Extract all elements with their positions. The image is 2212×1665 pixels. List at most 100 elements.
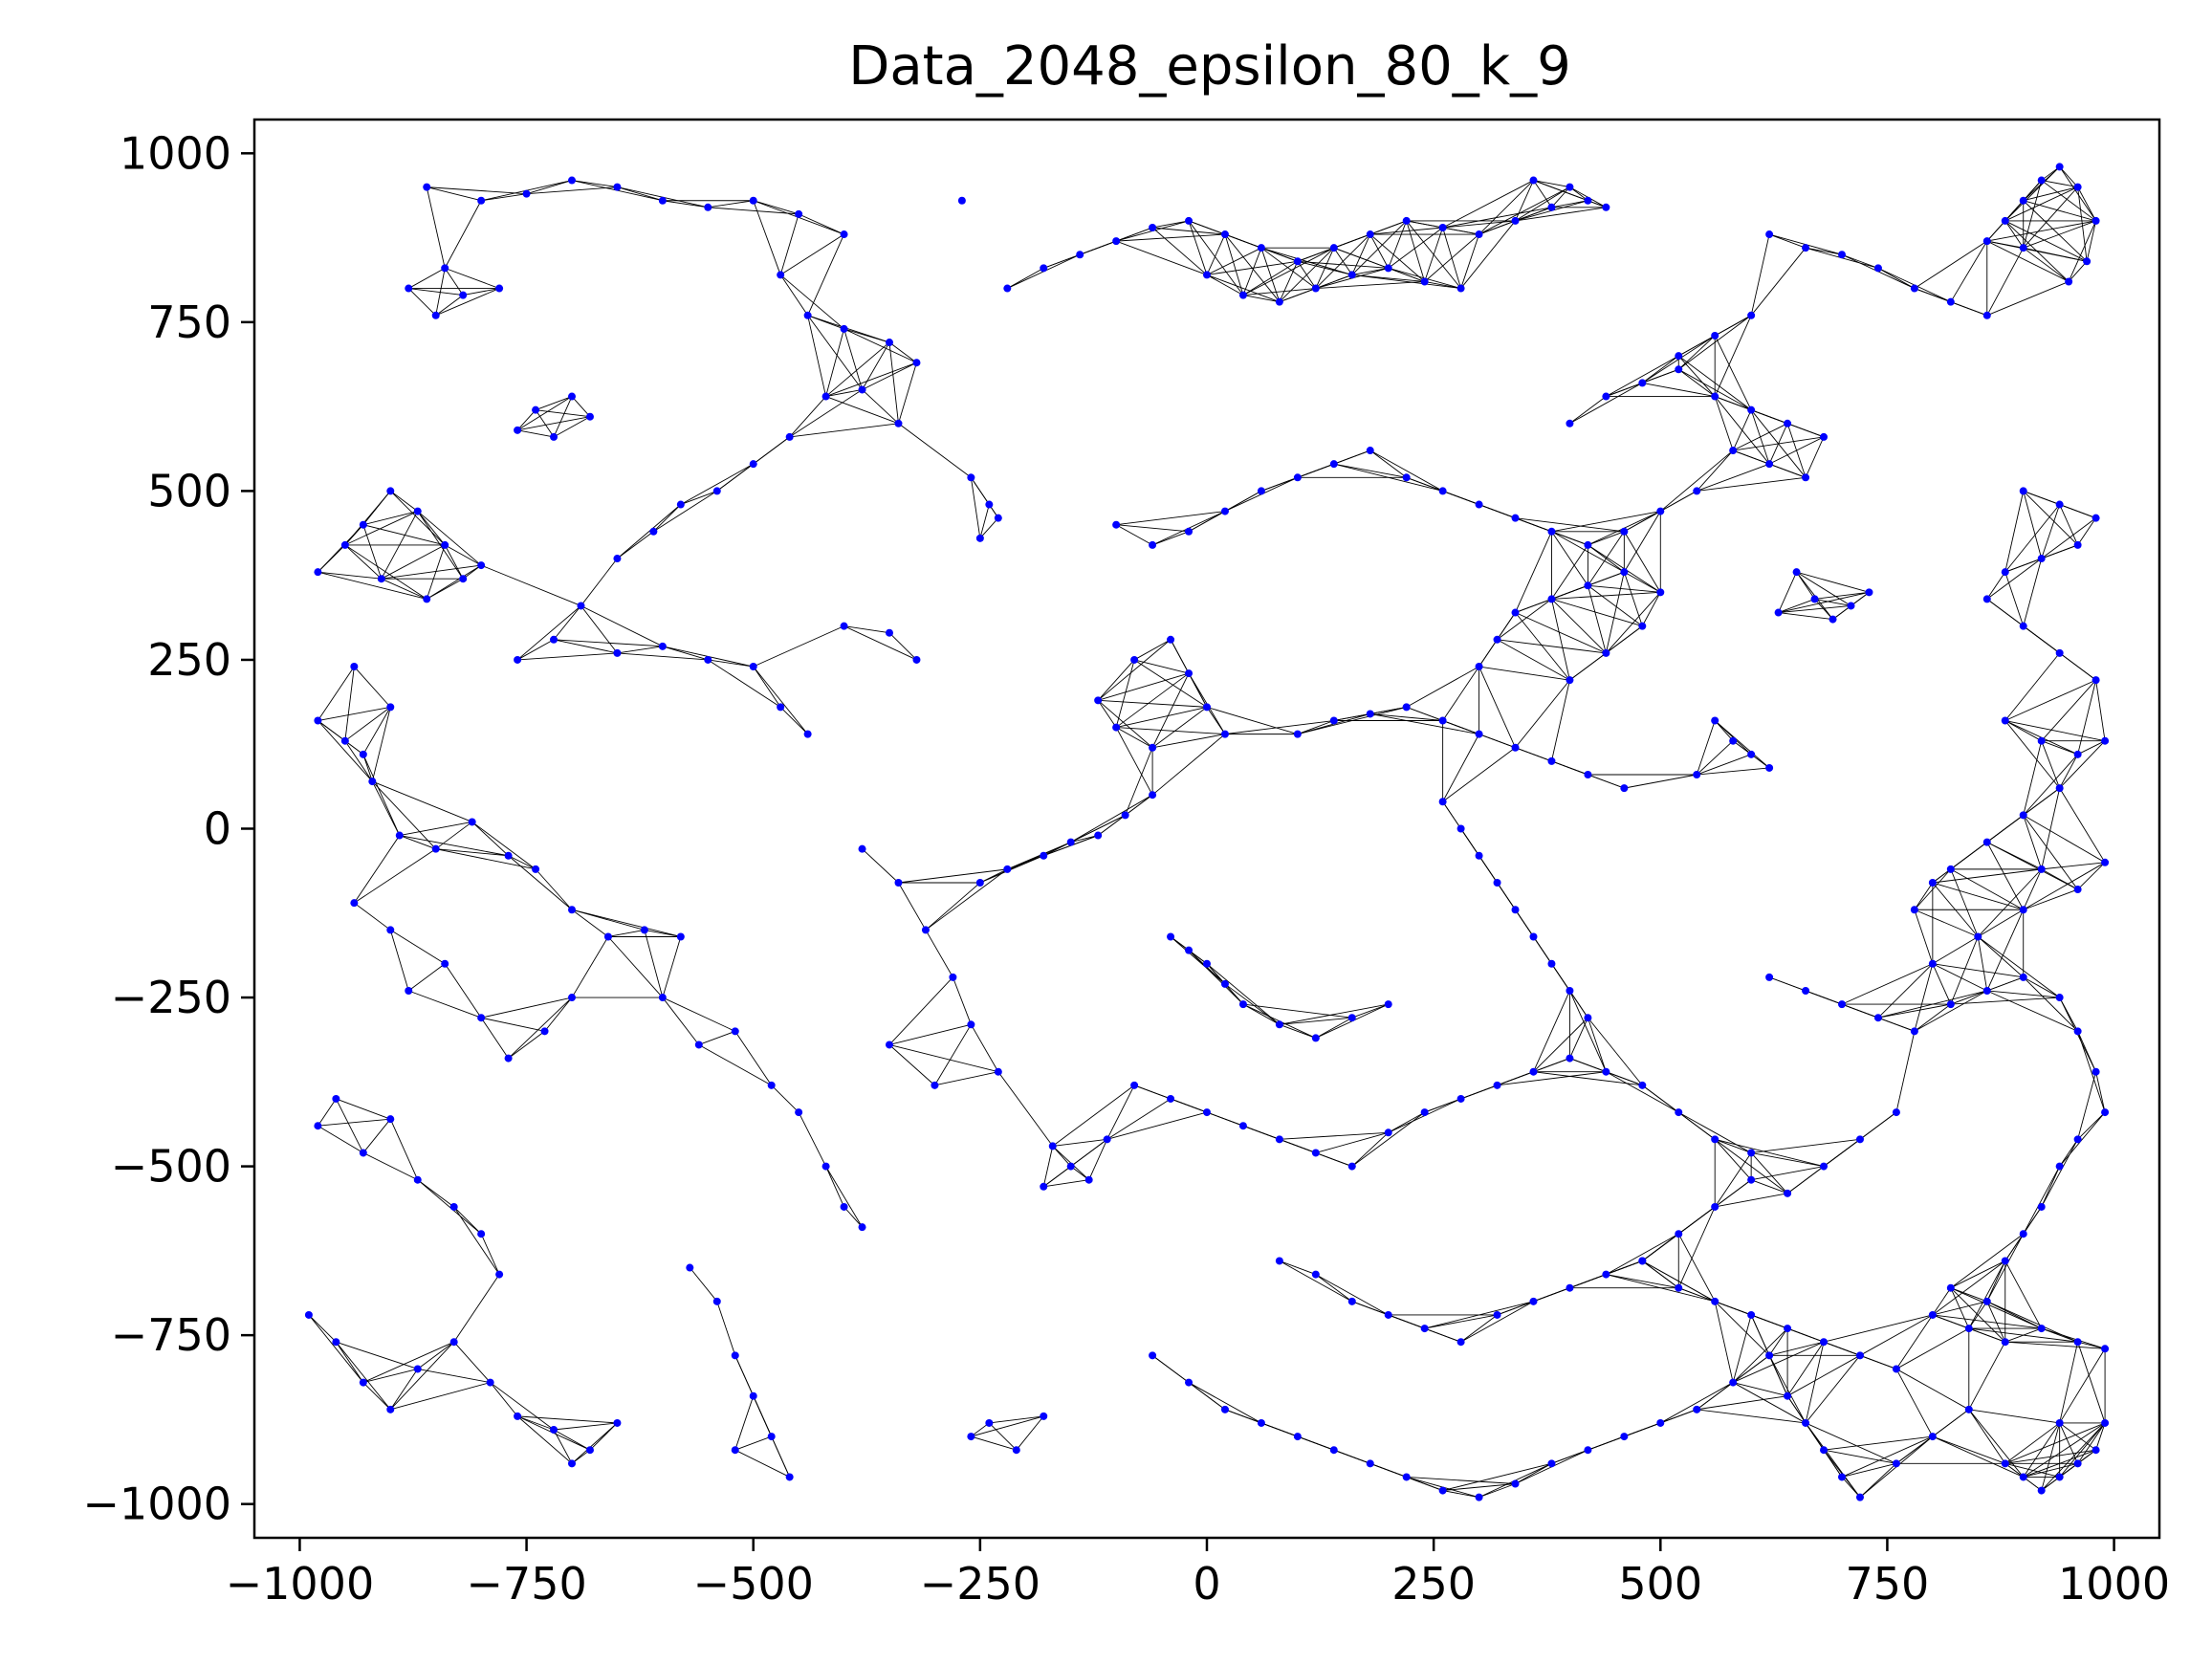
- data-point: [1584, 540, 1592, 549]
- graph-edge: [1623, 531, 1661, 593]
- graph-edge: [571, 909, 609, 937]
- data-point: [1167, 932, 1175, 941]
- data-point: [1456, 1094, 1465, 1103]
- data-point: [1810, 595, 1819, 603]
- graph-edge: [2041, 180, 2096, 222]
- graph-edge: [1769, 1341, 1825, 1356]
- data-point: [423, 183, 431, 191]
- graph-edge: [1134, 659, 1190, 674]
- graph-edge: [888, 632, 917, 661]
- graph-edge: [1442, 747, 1516, 802]
- x-tick-label: −750: [466, 1558, 586, 1610]
- data-point: [2019, 811, 2027, 820]
- graph-edge: [571, 909, 681, 937]
- graph-edge: [407, 288, 437, 317]
- data-point: [1892, 1365, 1900, 1373]
- graph-edge: [1786, 1354, 1861, 1397]
- graph-edge: [318, 571, 427, 600]
- graph-edge: [427, 186, 527, 195]
- graph-edge: [2004, 652, 2061, 721]
- data-point: [1203, 1108, 1211, 1117]
- graph-edge: [1914, 882, 1934, 910]
- graph-edge: [1732, 409, 1752, 451]
- graph-edge: [2059, 1348, 2106, 1424]
- graph-edge: [1151, 531, 1190, 546]
- graph-edge: [381, 578, 427, 600]
- data-point: [1847, 602, 1855, 610]
- graph-edge: [2004, 166, 2060, 222]
- graph-edge: [1515, 612, 1607, 654]
- graph-edge: [1088, 1139, 1108, 1180]
- graph-edge: [580, 605, 664, 647]
- data-point: [1220, 230, 1229, 239]
- graph-edge: [535, 868, 573, 910]
- data-point: [1693, 487, 1701, 495]
- graph-edge: [1442, 227, 1462, 289]
- x-tick-label: 500: [1618, 1558, 1702, 1610]
- data-point: [1475, 663, 1483, 671]
- graph-edge: [952, 976, 972, 1025]
- graph-edge: [580, 558, 618, 606]
- graph-edge: [1125, 747, 1153, 816]
- graph-edge: [898, 882, 927, 931]
- graph-edge: [970, 477, 999, 518]
- y-tick-label: −500: [111, 1141, 231, 1193]
- graph-edge: [344, 544, 427, 600]
- graph-edge: [318, 706, 391, 721]
- graph-edge: [1768, 1327, 1788, 1356]
- data-point: [1602, 392, 1610, 401]
- data-point: [386, 926, 395, 934]
- graph-edge: [1932, 963, 2024, 978]
- graph-edge: [1877, 267, 1916, 289]
- graph-edge: [2077, 1071, 2097, 1140]
- graph-edge: [1968, 1341, 2006, 1411]
- data-point: [1566, 419, 1574, 427]
- graph-edge: [1932, 1435, 2024, 1478]
- data-point: [1185, 946, 1194, 954]
- graph-edge: [2023, 186, 2078, 202]
- graph-edge: [2095, 680, 2106, 741]
- data-point: [712, 1297, 721, 1305]
- data-point: [1167, 1094, 1175, 1103]
- graph-edge: [970, 477, 981, 538]
- data-point: [1293, 473, 1302, 482]
- data-point: [1402, 703, 1411, 712]
- graph-edge: [1224, 233, 1281, 302]
- graph-edge: [1315, 1017, 1352, 1039]
- graph-edge: [1406, 220, 1461, 289]
- graph-edge: [1115, 727, 1153, 749]
- data-point: [1928, 878, 1937, 887]
- data-point: [2101, 858, 2110, 866]
- data-point: [1366, 230, 1374, 239]
- graph-edge: [1932, 963, 1987, 992]
- data-point: [2019, 906, 2027, 914]
- graph-edge: [1151, 227, 1208, 275]
- graph-edge: [1968, 1409, 2025, 1478]
- graph-edge: [1515, 186, 1570, 222]
- graph-edge: [1533, 990, 1570, 1072]
- data-point: [975, 534, 984, 542]
- graph-edge: [1877, 990, 1987, 1019]
- data-point: [658, 196, 667, 205]
- graph-edge: [389, 1118, 419, 1180]
- data-point: [921, 926, 930, 934]
- graph-edge: [517, 416, 591, 431]
- data-point: [886, 339, 893, 347]
- data-point: [2001, 1459, 2009, 1468]
- graph-edge: [318, 1118, 391, 1127]
- graph-edge: [662, 997, 735, 1032]
- data-point: [1275, 1135, 1283, 1144]
- graph-edge: [1914, 990, 1987, 1032]
- x-tick-label: 1000: [2058, 1558, 2170, 1610]
- graph-edge: [934, 1024, 972, 1086]
- graph-edge: [1805, 1422, 1861, 1498]
- graph-edge: [1279, 261, 1299, 302]
- data-point: [332, 1338, 340, 1347]
- graph-edge: [389, 1369, 419, 1411]
- graph-edge: [2077, 517, 2096, 546]
- graph-edge: [508, 855, 573, 910]
- data-point: [1892, 1459, 1900, 1468]
- data-point: [1946, 1000, 1955, 1009]
- graph-edge: [1551, 544, 1588, 600]
- data-point: [1802, 244, 1810, 252]
